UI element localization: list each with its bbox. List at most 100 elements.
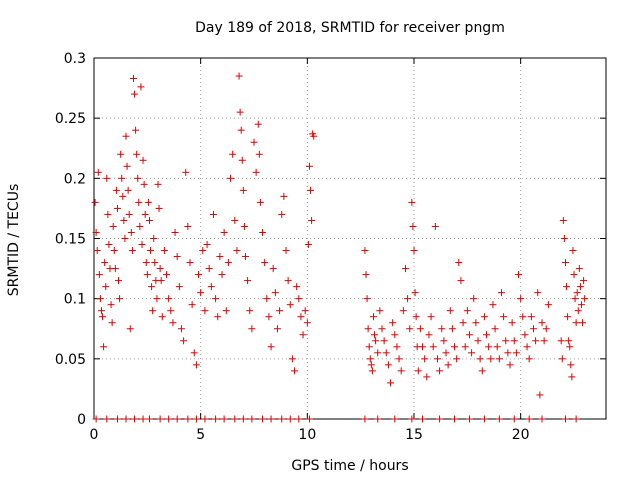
x-tick-label: 15 — [405, 427, 423, 443]
data-point — [523, 343, 531, 351]
data-point — [414, 367, 422, 375]
data-point — [220, 228, 228, 236]
data-point — [222, 307, 230, 315]
data-point — [235, 72, 243, 80]
zero-data-point — [408, 415, 416, 423]
data-point — [190, 349, 198, 357]
data-point — [521, 331, 529, 339]
zero-data-point — [92, 415, 100, 423]
data-point — [103, 174, 111, 182]
zero-data-point — [538, 415, 546, 423]
data-point — [97, 307, 105, 315]
data-point — [218, 271, 226, 279]
data-point — [453, 355, 461, 363]
data-point — [169, 319, 177, 327]
y-tick-label: 0.05 — [55, 352, 86, 368]
data-point — [536, 391, 544, 399]
data-point — [149, 307, 157, 315]
data-point — [284, 277, 292, 285]
data-point — [378, 325, 386, 333]
data-point — [113, 204, 121, 212]
data-point — [115, 277, 123, 285]
y-tick-label: 0.3 — [64, 51, 86, 67]
zero-data-point — [139, 415, 147, 423]
data-point — [576, 283, 584, 291]
zero-data-point — [173, 415, 181, 423]
data-point — [372, 337, 380, 345]
data-point — [120, 216, 128, 224]
data-point — [288, 355, 296, 363]
data-point — [122, 132, 130, 140]
data-point — [431, 222, 439, 230]
zero-data-point — [572, 415, 580, 423]
data-point — [224, 259, 232, 267]
data-point — [368, 367, 376, 375]
data-point — [137, 83, 145, 91]
data-point — [560, 235, 568, 242]
data-point — [209, 210, 217, 218]
data-point — [493, 343, 501, 351]
data-point — [448, 325, 456, 333]
data-point — [105, 241, 113, 249]
data-point — [109, 222, 117, 230]
data-point — [395, 355, 403, 363]
zero-data-point — [525, 415, 533, 423]
y-tick-label: 0 — [77, 412, 86, 428]
data-point — [165, 295, 173, 303]
data-point — [468, 349, 476, 357]
zero-data-point — [361, 415, 369, 423]
data-point — [491, 325, 499, 333]
data-point — [238, 156, 246, 164]
data-point — [506, 361, 514, 369]
data-point — [433, 355, 441, 363]
data-point — [412, 313, 420, 321]
zero-data-point — [495, 415, 503, 423]
data-point — [256, 198, 264, 206]
y-tick-label: 0.15 — [55, 232, 86, 248]
data-point — [102, 283, 110, 291]
data-point — [410, 247, 418, 255]
data-point — [532, 337, 540, 345]
data-point — [425, 331, 433, 339]
data-point — [463, 307, 471, 315]
data-point — [436, 367, 444, 375]
data-point — [94, 168, 102, 176]
zero-data-point — [259, 415, 267, 423]
data-point — [362, 271, 370, 279]
data-point — [301, 307, 309, 315]
data-point — [564, 313, 572, 321]
data-point — [142, 259, 150, 267]
data-point — [250, 138, 258, 146]
data-point — [451, 343, 459, 351]
data-point — [153, 295, 161, 303]
data-point — [366, 355, 374, 363]
zero-data-point — [131, 415, 139, 423]
data-point — [534, 289, 542, 297]
data-point — [465, 331, 473, 339]
zero-data-point — [510, 415, 518, 423]
data-point — [126, 325, 134, 333]
data-point — [561, 259, 569, 267]
data-point — [512, 349, 520, 357]
data-point — [265, 313, 273, 321]
data-point — [133, 150, 141, 158]
data-point — [540, 337, 548, 345]
data-point — [389, 319, 397, 327]
data-point — [502, 337, 510, 345]
data-point — [104, 210, 112, 218]
data-point — [207, 283, 215, 291]
data-point — [205, 265, 213, 273]
data-point — [186, 259, 194, 267]
zero-data-point — [165, 415, 173, 423]
data-point — [201, 307, 209, 315]
zero-data-point — [212, 415, 220, 423]
data-point — [214, 313, 222, 321]
data-point — [154, 180, 162, 188]
x-axis-label: GPS time / hours — [291, 458, 408, 474]
data-point — [409, 222, 417, 230]
data-point — [308, 216, 316, 224]
zero-data-point — [201, 415, 209, 423]
data-point — [131, 90, 139, 98]
data-point — [240, 222, 248, 230]
data-point — [135, 198, 143, 206]
